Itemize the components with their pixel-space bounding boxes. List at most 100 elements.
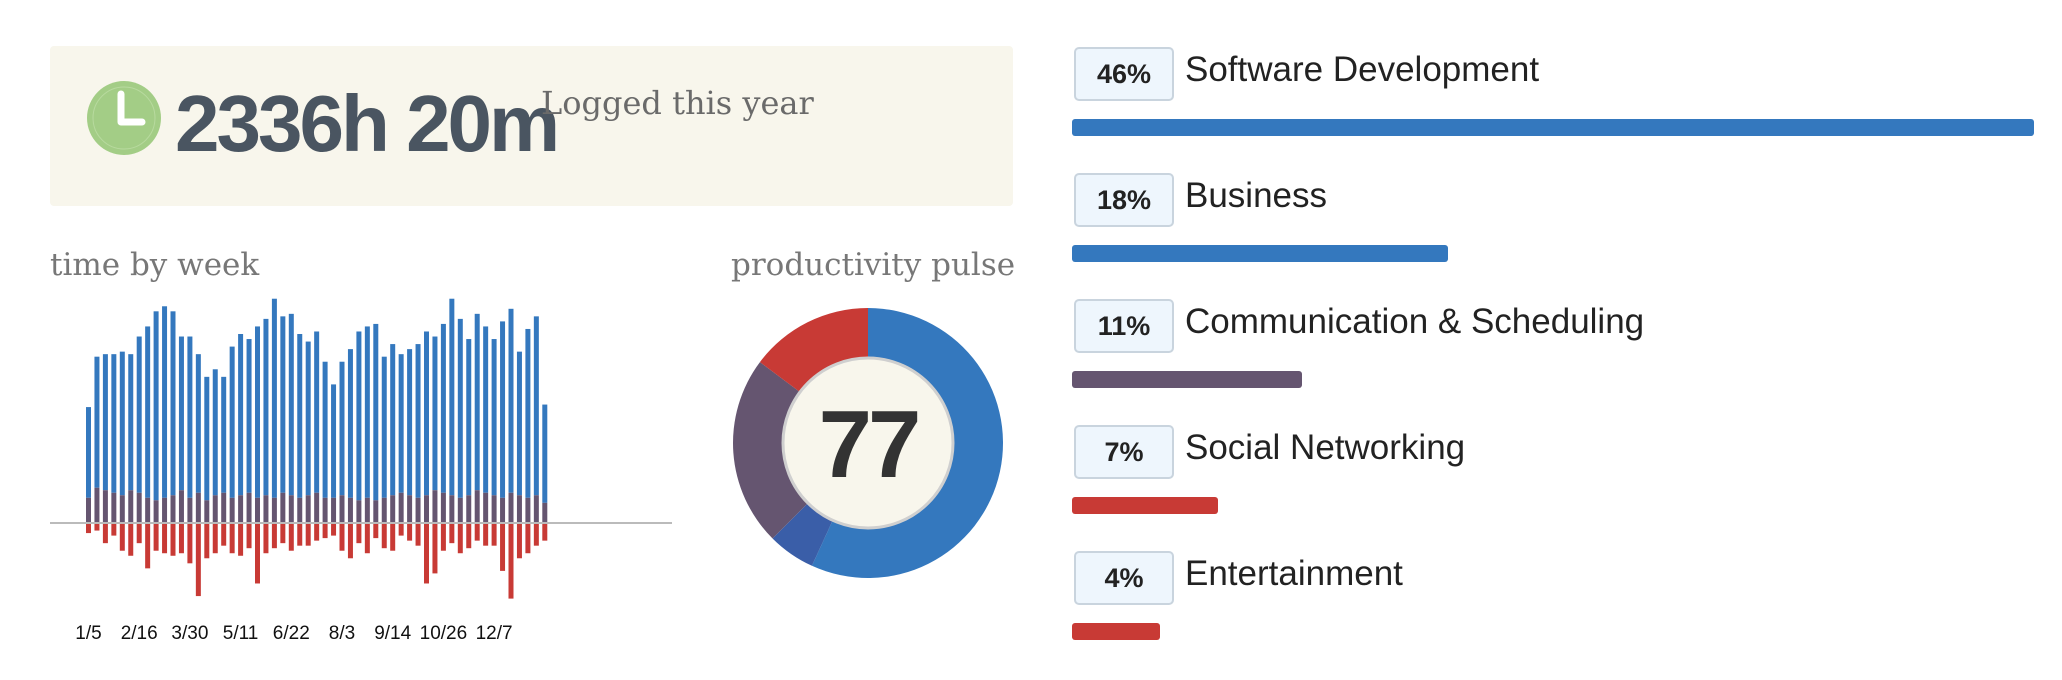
week-bar-neutral <box>542 502 548 523</box>
week-bar-productive <box>331 384 337 498</box>
week-bar-neutral <box>381 497 387 523</box>
week-bar-neutral <box>339 495 345 523</box>
week-bar-neutral <box>305 495 311 523</box>
week-bar-neutral <box>119 495 125 523</box>
week-bar-distracting <box>483 523 489 546</box>
week-bar-neutral <box>508 492 514 523</box>
week-bar-distracting <box>162 523 168 554</box>
week-bar-productive <box>398 354 404 493</box>
week-bar-distracting <box>136 523 142 544</box>
week-bar-neutral <box>474 490 480 523</box>
week-bar-neutral <box>449 495 455 523</box>
week-bar-productive <box>246 339 252 493</box>
week-bar-distracting <box>314 523 320 541</box>
week-bar-distracting <box>212 523 218 554</box>
week-bar-productive <box>128 354 134 491</box>
category-label: Business <box>1185 176 1328 215</box>
week-bar-distracting <box>297 523 303 546</box>
week-bar-distracting <box>153 523 159 551</box>
week-bar-distracting <box>322 523 328 539</box>
week-bar-productive <box>187 336 193 498</box>
week-bar-distracting <box>195 523 201 597</box>
week-bar-productive <box>516 351 522 496</box>
week-bar-neutral <box>195 492 201 523</box>
week-bar-distracting <box>407 523 413 541</box>
category-percent-badge: 7% <box>1074 425 1174 479</box>
week-bar-distracting <box>516 523 522 559</box>
week-bar-distracting <box>500 523 506 571</box>
category-row[interactable]: 46% Software Development <box>1072 47 2034 157</box>
week-bar-productive <box>162 306 168 498</box>
week-bar-neutral <box>491 495 497 523</box>
pulse-slice-productive <box>811 308 1003 578</box>
week-bar-productive <box>533 316 539 496</box>
week-bar-distracting <box>178 523 184 554</box>
week-bar-productive <box>415 344 421 498</box>
category-row[interactable]: 4% Entertainment <box>1072 551 2032 661</box>
week-bar-productive <box>221 376 227 493</box>
week-bar-neutral <box>525 497 531 523</box>
category-label: Software Development <box>1185 50 1540 89</box>
week-bar-productive <box>457 318 463 498</box>
week-tick-label: 6/22 <box>273 623 310 644</box>
week-bar-productive <box>491 339 497 496</box>
week-bar-distracting <box>119 523 125 551</box>
category-row[interactable]: 18% Business <box>1072 173 2032 283</box>
week-bar-neutral <box>204 500 210 523</box>
week-bar-distracting <box>339 523 345 551</box>
week-tick-label: 12/7 <box>476 623 513 644</box>
category-row[interactable]: 11% Communication & Scheduling <box>1072 299 2032 409</box>
week-bar-distracting <box>398 523 404 536</box>
week-bar-neutral <box>153 500 159 523</box>
clock-icon <box>87 81 161 155</box>
category-percent-badge: 4% <box>1074 551 1174 605</box>
week-bar-productive <box>255 326 260 498</box>
week-bar-productive <box>119 351 125 496</box>
week-bar-distracting <box>542 523 548 541</box>
week-bar-productive <box>339 361 345 496</box>
week-bar-productive <box>195 354 201 493</box>
week-bar-distracting <box>440 523 446 551</box>
category-row[interactable]: 7% Social Networking <box>1072 425 2032 535</box>
week-bar-productive <box>229 346 235 498</box>
week-bar-neutral <box>373 500 379 523</box>
week-bar-productive <box>136 336 142 493</box>
week-bar-distracting <box>381 523 387 549</box>
week-bar-productive <box>153 311 159 501</box>
pulse-slice-very-productive <box>772 503 833 566</box>
week-bar-neutral <box>432 490 438 523</box>
week-bar-productive <box>170 311 176 496</box>
week-bar-distracting <box>466 523 472 549</box>
week-bar-distracting <box>449 523 455 544</box>
time-by-week-chart: 1/5 2/16 3/30 5/11 6/22 8/3 9/14 10/26 12/7 <box>50 298 672 644</box>
pulse-slice-distracting <box>759 308 868 393</box>
week-bar-productive <box>483 326 489 493</box>
week-bar-productive <box>525 328 531 498</box>
week-bar-productive <box>314 331 320 493</box>
week-bar-distracting <box>491 523 497 546</box>
week-bar-distracting <box>128 523 134 556</box>
week-bar-distracting <box>280 523 286 544</box>
category-bar <box>1072 371 1303 388</box>
week-bar-productive <box>390 344 396 496</box>
week-bar-productive <box>322 361 328 498</box>
week-bar-productive <box>432 336 438 491</box>
week-bar-productive <box>204 376 210 501</box>
week-bar-neutral <box>390 495 396 523</box>
week-bar-productive <box>356 331 362 501</box>
week-bar-productive <box>381 356 387 498</box>
week-bar-distracting <box>508 523 514 599</box>
week-bar-productive <box>440 323 446 493</box>
week-tick-label: 3/30 <box>171 623 208 644</box>
week-bar-neutral <box>424 495 429 523</box>
week-bar-productive <box>407 349 413 496</box>
week-bar-neutral <box>102 490 108 523</box>
category-percent-badge: 18% <box>1074 173 1174 227</box>
week-bar-distracting <box>263 523 269 554</box>
week-bar-neutral <box>94 487 100 523</box>
week-bar-productive <box>102 354 108 491</box>
week-bar-distracting <box>187 523 193 564</box>
category-bar <box>1072 497 1219 514</box>
week-bar-productive <box>542 404 548 503</box>
productivity-pulse-title: productivity pulse <box>731 247 1016 283</box>
